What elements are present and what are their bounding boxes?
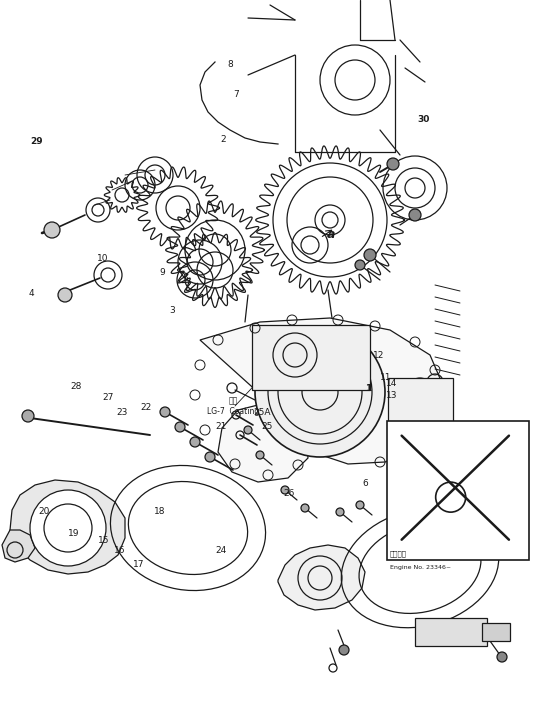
Bar: [387, 421, 529, 560]
Circle shape: [255, 327, 385, 457]
Circle shape: [175, 422, 185, 432]
Text: 30: 30: [417, 116, 430, 124]
Bar: [482, 623, 510, 641]
Circle shape: [364, 249, 376, 261]
Text: a: a: [327, 228, 336, 241]
Text: 18: 18: [154, 508, 166, 516]
Text: 8: 8: [227, 60, 233, 68]
Circle shape: [244, 426, 252, 434]
Text: 14: 14: [386, 379, 398, 388]
Circle shape: [336, 508, 344, 516]
Circle shape: [301, 504, 309, 512]
Text: 25A: 25A: [253, 408, 271, 416]
Text: 21: 21: [215, 422, 227, 431]
Circle shape: [30, 490, 106, 566]
Circle shape: [205, 452, 215, 462]
Text: Engine No. 23346~: Engine No. 23346~: [390, 565, 451, 570]
Text: 13: 13: [386, 391, 398, 400]
Text: 15: 15: [98, 536, 110, 545]
Polygon shape: [2, 530, 35, 562]
Circle shape: [355, 260, 365, 270]
Text: 16: 16: [113, 546, 125, 555]
Polygon shape: [200, 318, 445, 482]
Text: 4: 4: [28, 289, 34, 298]
Circle shape: [44, 222, 60, 238]
Text: a: a: [455, 450, 463, 463]
Circle shape: [356, 501, 364, 509]
Circle shape: [409, 209, 421, 221]
Text: 7: 7: [234, 90, 239, 98]
Text: 9: 9: [159, 268, 165, 277]
Text: 5: 5: [183, 274, 188, 282]
Polygon shape: [278, 545, 365, 610]
Text: 6: 6: [362, 479, 368, 488]
Text: 26: 26: [283, 489, 295, 498]
Text: 12: 12: [373, 351, 384, 359]
Text: 27: 27: [103, 394, 114, 402]
Text: 22: 22: [141, 404, 151, 412]
Text: 11: 11: [380, 374, 391, 382]
Circle shape: [256, 451, 264, 459]
Circle shape: [190, 437, 200, 447]
Text: 1: 1: [365, 384, 371, 393]
Text: 油漆
LG-7  Coating: 油漆 LG-7 Coating: [207, 396, 260, 416]
Text: 24: 24: [216, 546, 227, 555]
Bar: [415, 618, 487, 646]
Circle shape: [387, 158, 399, 170]
Text: 20: 20: [38, 508, 50, 516]
Text: 25: 25: [262, 422, 273, 431]
Text: 19: 19: [68, 529, 80, 538]
Circle shape: [22, 410, 34, 422]
Text: 29: 29: [30, 137, 43, 145]
Text: 2: 2: [220, 135, 226, 143]
Bar: [252, 325, 370, 390]
Bar: [388, 378, 453, 433]
Text: 17: 17: [133, 560, 144, 569]
Polygon shape: [10, 480, 125, 574]
Text: 3: 3: [169, 306, 175, 314]
Circle shape: [339, 645, 349, 655]
Circle shape: [58, 288, 72, 302]
Text: 适用号机: 适用号机: [390, 550, 407, 557]
Circle shape: [497, 652, 507, 662]
Circle shape: [160, 407, 170, 417]
Text: 10: 10: [97, 254, 109, 262]
Text: 23: 23: [117, 408, 128, 416]
Text: 28: 28: [70, 382, 82, 391]
Circle shape: [281, 486, 289, 494]
